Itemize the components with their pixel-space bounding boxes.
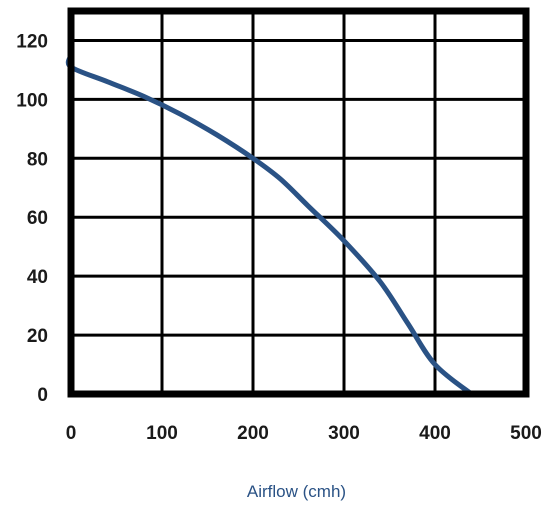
y-tick-label: 100: [16, 90, 48, 111]
x-tick-label: 0: [66, 423, 77, 444]
x-axis-label: Airflow (cmh): [247, 482, 346, 501]
plot-frame: [67, 7, 530, 398]
y-tick-label: 60: [27, 208, 48, 229]
y-tick-label: 20: [27, 326, 48, 347]
y-tick-labels: 0 20 40 60 80 100 120: [16, 31, 48, 406]
series-layer: [65, 52, 474, 397]
y-tick-label: 0: [37, 385, 48, 406]
x-tick-label: 100: [146, 423, 178, 444]
x-tick-labels: 0 100 200 300 400 500: [66, 423, 542, 444]
x-tick-label: 200: [237, 423, 269, 444]
grid: [71, 11, 526, 394]
x-tick-label: 400: [419, 423, 451, 444]
x-tick-label: 300: [328, 423, 360, 444]
y-tick-label: 120: [16, 31, 48, 52]
series-line: [65, 52, 474, 397]
x-tick-label: 500: [510, 423, 542, 444]
y-tick-label: 40: [27, 267, 48, 288]
y-tick-label: 80: [27, 149, 48, 170]
